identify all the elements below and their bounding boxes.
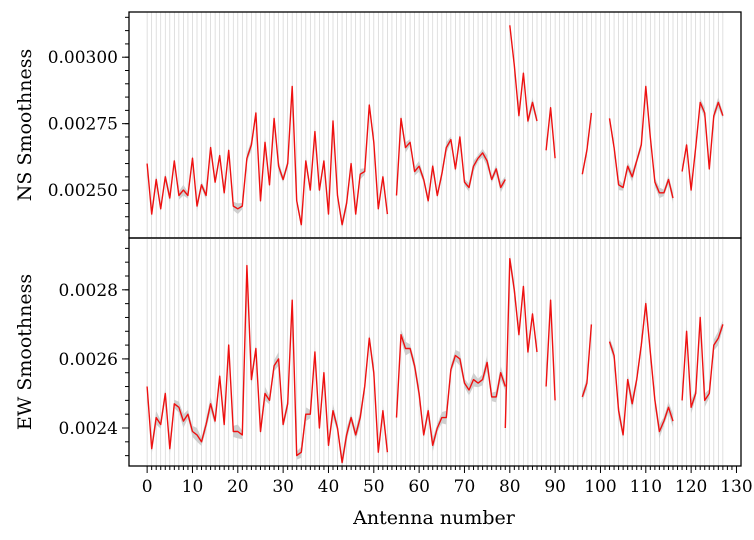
series-line [608,302,674,436]
series-line [395,334,506,446]
series-line [581,112,593,175]
x-tick-label: 40 [318,477,340,497]
x-tick-label: 90 [544,477,566,497]
series-line [509,25,538,122]
ns-panel: 0.00250 0.00275 0.00300 NS Smoothness [14,11,742,239]
y-axis-label: EW Smoothness [14,274,36,430]
y-tick-label: 0.0026 [59,350,118,370]
x-tick-label: 80 [499,477,521,497]
x-axis-label: Antenna number [352,507,516,529]
y-tick-label: 0.0024 [59,419,118,439]
plot-frame [128,237,742,467]
ew-panel: 0.0024 0.0026 0.0028 EW Smoothness [14,237,742,469]
x-tick-label: 20 [227,477,249,497]
x-tick-label: 30 [272,477,294,497]
series-line [608,85,674,199]
y-tick-label: 0.00300 [48,48,118,68]
y-tick-label: 0.00275 [48,115,118,135]
uncertainty-band [147,260,388,469]
x-axis: 0 10 20 30 40 50 60 70 80 90 100 110 120 130 [142,466,753,497]
x-tick-label: 60 [408,477,430,497]
y-tick-label: 0.00250 [48,181,118,201]
series-line [146,85,389,226]
series-line [581,324,593,398]
series-line [395,117,506,202]
series-line [545,299,556,401]
y-axis-label: NS Smoothness [14,49,36,201]
series-line [545,107,556,159]
y-tick-label: 0.0028 [59,281,118,301]
x-tick-label: 100 [584,477,616,497]
x-tick-label: 110 [630,477,662,497]
x-tick-label: 120 [675,477,707,497]
x-tick-label: 70 [454,477,476,497]
x-tick-label: 50 [363,477,385,497]
x-tick-label: 130 [720,477,752,497]
x-tick-label: 0 [142,477,153,497]
series-line [681,316,724,408]
uncertainty-band [682,97,723,196]
series-line [146,264,389,464]
series-line [681,101,724,191]
x-tick-label: 10 [182,477,204,497]
series-line [504,258,538,429]
